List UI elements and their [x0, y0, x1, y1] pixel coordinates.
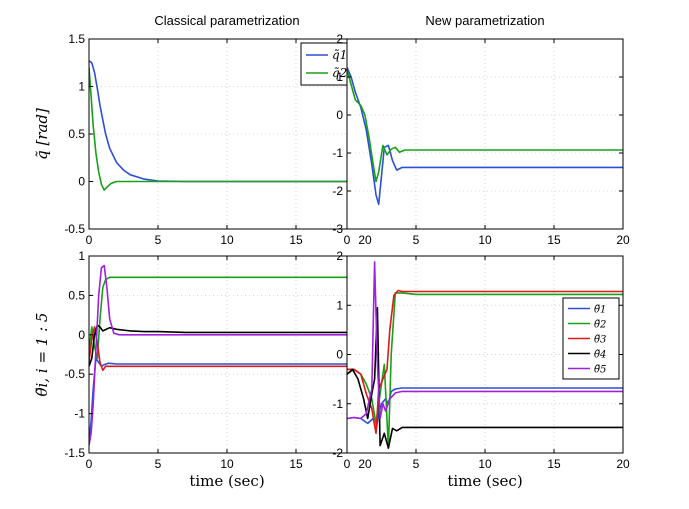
y-tick-label: -1	[332, 397, 343, 411]
subplot-title: Classical parametrization	[154, 13, 299, 28]
legend-label: θ̃1	[594, 305, 606, 316]
subplot-title: New parametrization	[425, 13, 544, 28]
y-tick-label: -2	[332, 446, 343, 460]
x-tick-label: 10	[220, 457, 234, 471]
x-tick-label: 15	[547, 457, 561, 471]
y-tick-label: 2	[336, 249, 343, 263]
legend-label: θ̃3	[594, 335, 606, 346]
x-tick-label: 20	[358, 457, 372, 471]
subplot-tr: 0 5 10 15 20 -3 -2 -1 0 1 2 New parametrization	[332, 13, 630, 247]
y-tick-label: 2	[336, 32, 343, 46]
y-tick-label: 1	[336, 70, 343, 84]
y-tick-label: 0.5	[68, 288, 85, 302]
y-tick-label: 1.5	[68, 32, 85, 46]
y-tick-label: -1.5	[64, 446, 85, 460]
x-tick-label: 5	[155, 457, 162, 471]
x-tick-label: 20	[616, 233, 630, 247]
x-tick-label: 15	[289, 457, 303, 471]
series-line-series-1	[347, 387, 623, 432]
x-tick-label: 15	[289, 233, 303, 247]
x-axis-label: time (sec)	[447, 472, 522, 490]
legend-label: θ̃4	[594, 350, 606, 361]
series-line-green	[347, 69, 623, 183]
x-tick-label: 20	[358, 233, 372, 247]
plot-area	[347, 39, 623, 229]
x-tick-label: 5	[155, 233, 162, 247]
subplot-br: 0 5 10 15 20 -2 -1 0 1 2 time (sec) θ̃1 θ̃2 θ̃3 θ̃4 θ̃5	[332, 249, 630, 490]
y-tick-label: -0.5	[64, 367, 85, 381]
y-tick-label: 0	[336, 348, 343, 362]
x-axis-label: time (sec)	[189, 472, 264, 490]
y-tick-label: -3	[332, 222, 343, 236]
x-tick-label: 15	[547, 233, 561, 247]
y-tick-label: -0.5	[64, 222, 85, 236]
x-tick-label: 5	[413, 233, 420, 247]
y-tick-label: 0	[78, 175, 85, 189]
y-axis-label: q̃ [rad]	[33, 108, 51, 160]
y-tick-label: -2	[332, 184, 343, 198]
series-line-blue	[347, 67, 623, 206]
x-tick-label: 0	[86, 457, 93, 471]
legend-label: θ̃2	[594, 320, 606, 331]
y-tick-label: 1	[78, 80, 85, 94]
legend-label: q̃2	[332, 66, 347, 80]
legend: θ̃1 θ̃2 θ̃3 θ̃4 θ̃5	[562, 297, 620, 380]
y-axis-label: θ̃i, i = 1 : 5	[33, 313, 51, 397]
y-tick-label: -1	[332, 146, 343, 160]
legend-label: q̃1	[332, 48, 347, 62]
x-tick-label: 0	[344, 233, 351, 247]
y-tick-label: 1	[336, 298, 343, 312]
x-tick-label: 5	[413, 457, 420, 471]
x-tick-label: 20	[616, 457, 630, 471]
plot-area	[89, 256, 365, 453]
y-tick-label: -1	[74, 407, 85, 421]
series-line-series-3	[347, 289, 623, 435]
x-tick-label: 0	[344, 457, 351, 471]
series-line-red	[89, 326, 365, 372]
series-line-magenta	[89, 264, 365, 446]
legend-label: θ̃5	[594, 365, 606, 376]
series-line-series-5	[347, 261, 623, 420]
x-tick-label: 10	[220, 233, 234, 247]
y-tick-label: 1	[78, 249, 85, 263]
y-tick-label: 0	[78, 328, 85, 342]
x-tick-label: 10	[478, 457, 492, 471]
y-tick-label: 0.5	[68, 127, 85, 141]
x-tick-label: 10	[478, 233, 492, 247]
series-line-series-2	[89, 67, 365, 191]
x-tick-label: 0	[86, 233, 93, 247]
series-line-black	[89, 324, 365, 367]
y-tick-label: 0	[336, 108, 343, 122]
